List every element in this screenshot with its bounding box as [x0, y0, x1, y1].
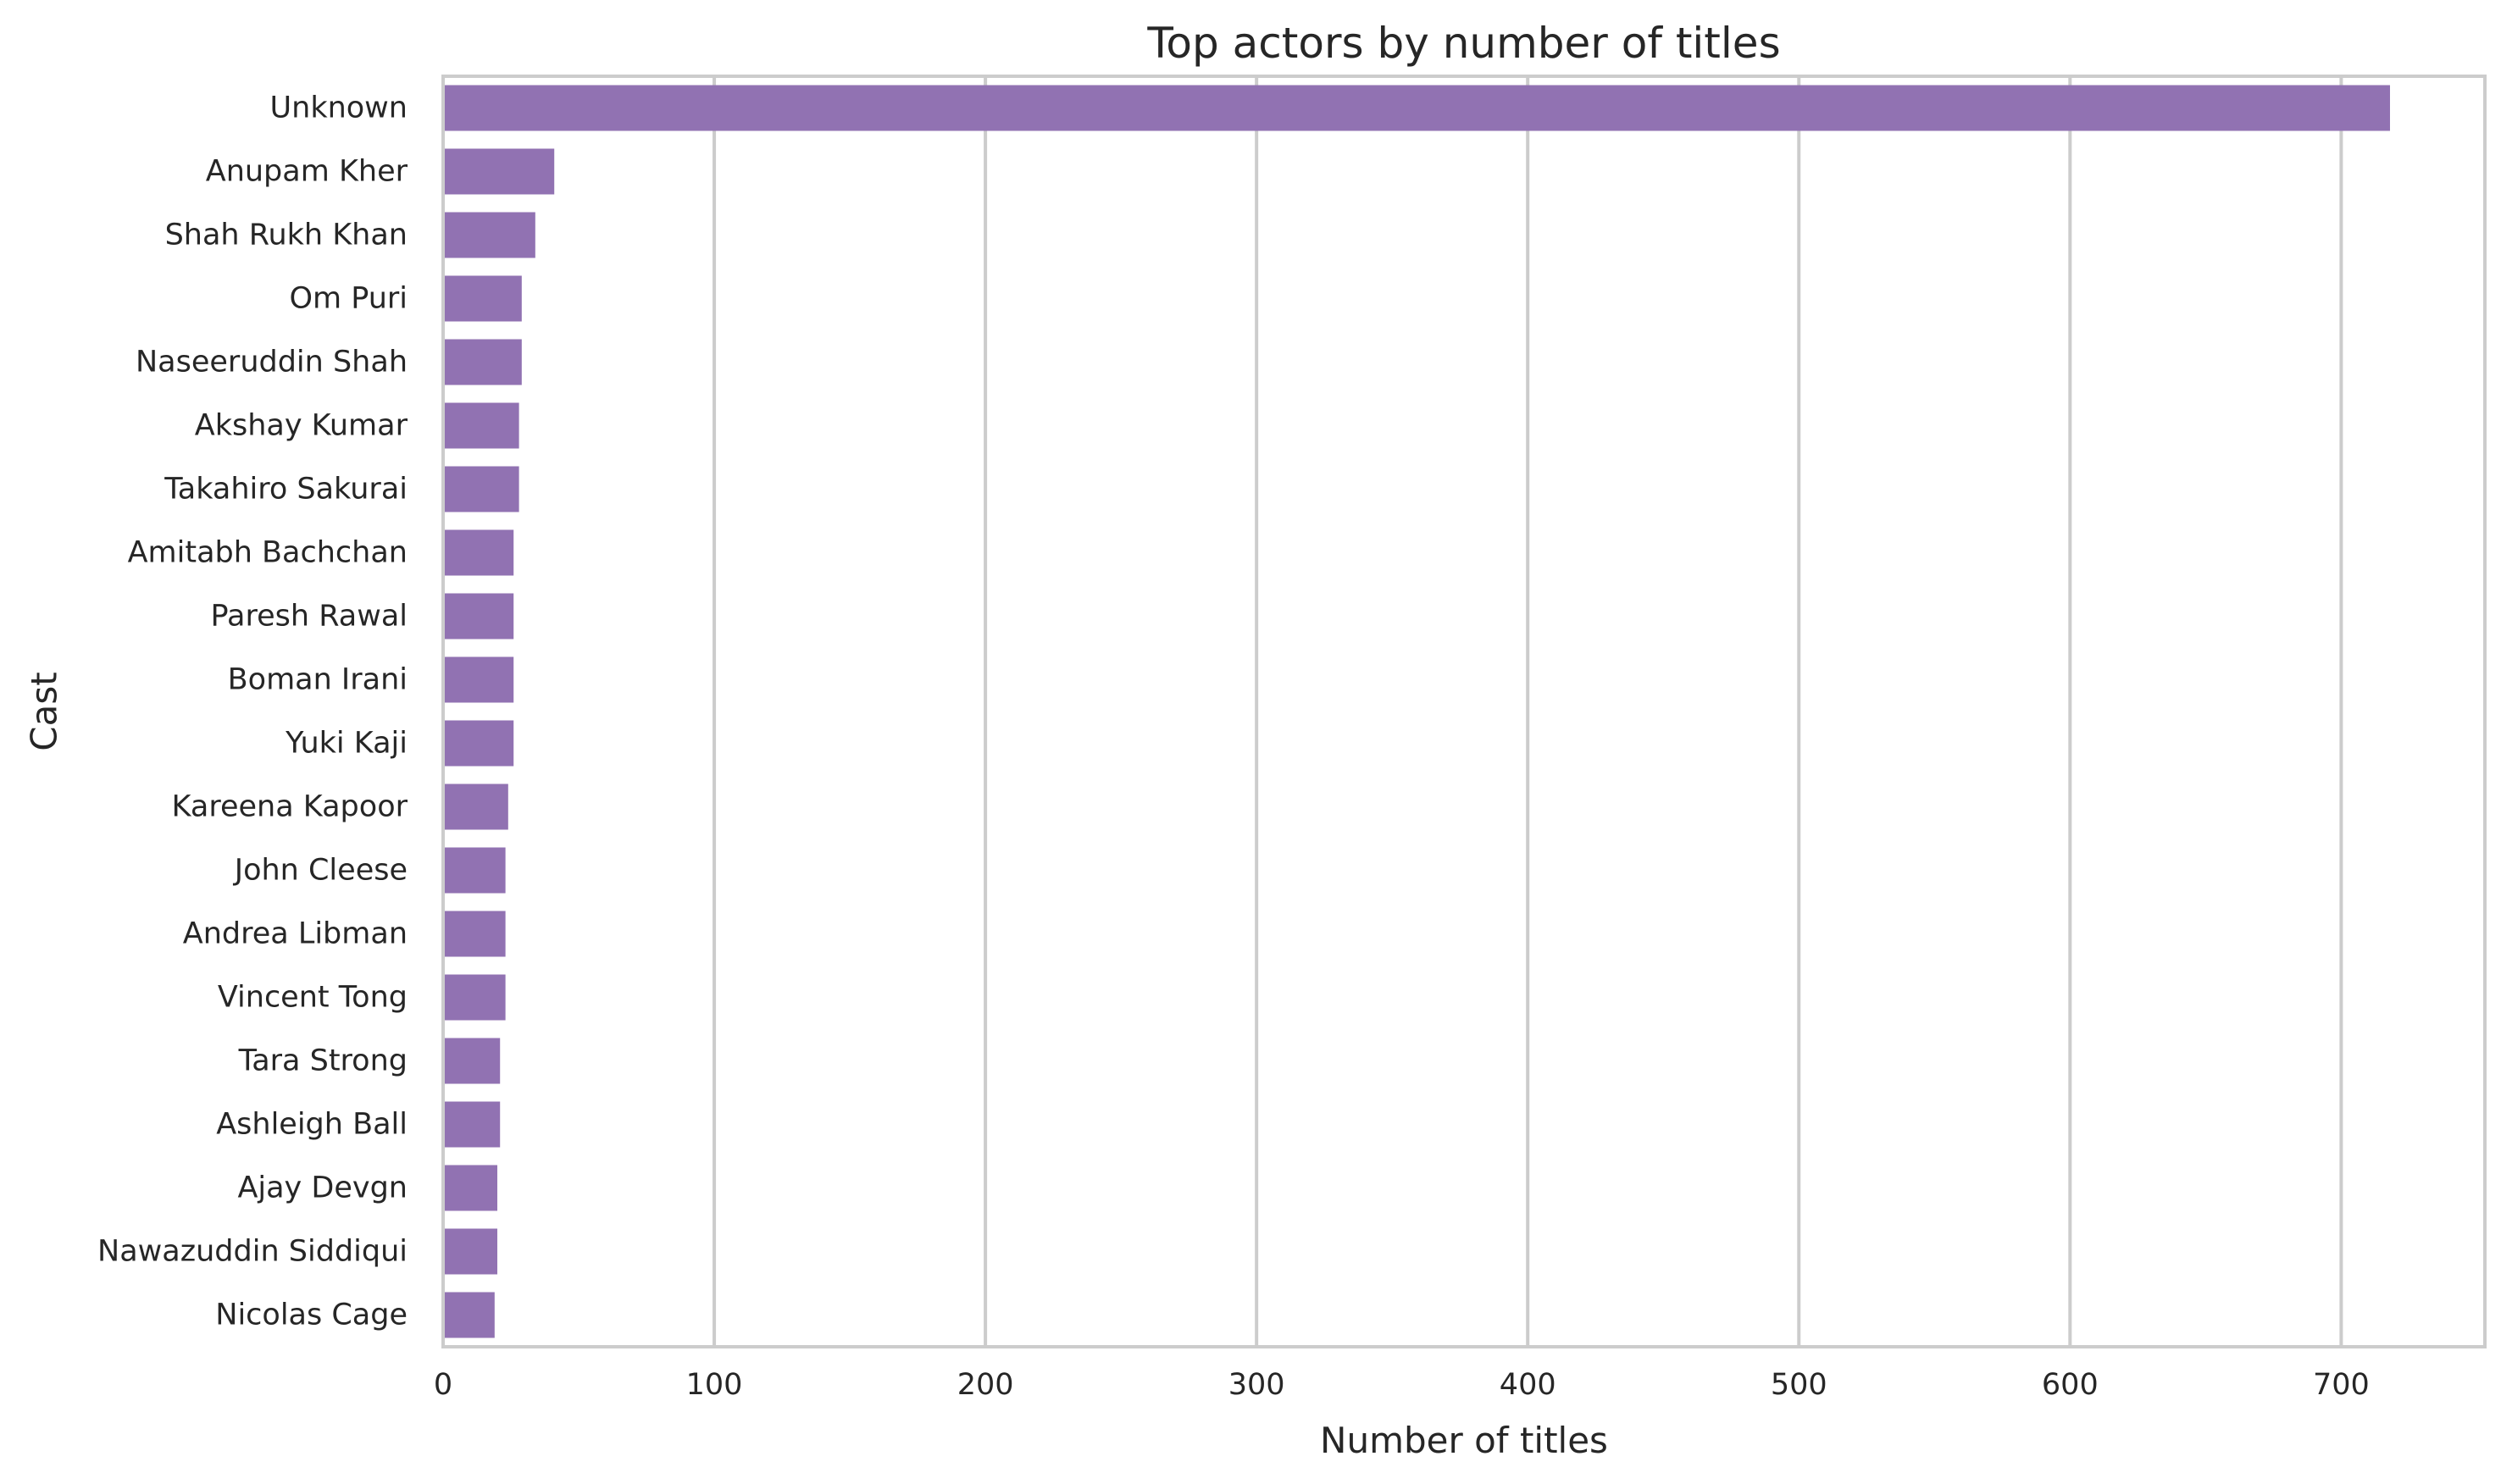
- x-tick-label-5: 500: [1771, 1368, 1827, 1402]
- bar-9: [443, 656, 514, 703]
- bar-8: [443, 593, 514, 640]
- x-tick-label-1: 100: [686, 1368, 743, 1402]
- bar-10: [443, 720, 514, 767]
- x-axis-label: Number of titles: [1320, 1420, 1608, 1461]
- bar-1: [443, 148, 555, 195]
- bar-13: [443, 911, 506, 957]
- x-tick-label-2: 200: [957, 1368, 1014, 1402]
- plot-frame: [441, 75, 2487, 1348]
- y-tick-label-10: Yuki Kaji: [285, 727, 408, 761]
- y-tick-labels: Unknown Anupam Kher Shah Rukh Khan Om Puri N…: [97, 91, 408, 1332]
- y-tick-label-3: Om Puri: [289, 282, 408, 316]
- chart-title: Top actors by number of titles: [1146, 19, 1780, 68]
- x-tick-label-6: 600: [2042, 1368, 2099, 1402]
- y-tick-label-12: John Cleese: [233, 854, 408, 888]
- y-tick-label-17: Ajay Devgn: [237, 1171, 408, 1205]
- bar-5: [443, 402, 519, 449]
- x-tick-label-4: 400: [1500, 1368, 1556, 1402]
- y-tick-label-11: Kareena Kapoor: [172, 790, 408, 824]
- y-axis-label: Cast: [24, 672, 65, 750]
- bar-15: [443, 1038, 501, 1084]
- bar-0: [443, 85, 2390, 131]
- y-tick-label-1: Anupam Kher: [206, 155, 408, 189]
- bar-6: [443, 466, 519, 512]
- y-tick-label-4: Naseeruddin Shah: [136, 346, 408, 379]
- bar-11: [443, 784, 508, 830]
- y-tick-label-0: Unknown: [270, 91, 408, 125]
- y-tick-label-13: Andrea Libman: [183, 917, 408, 951]
- y-tick-label-5: Akshay Kumar: [195, 409, 408, 443]
- y-tick-label-9: Boman Irani: [228, 663, 408, 697]
- x-tick-label-7: 700: [2313, 1368, 2370, 1402]
- bars: [443, 85, 2390, 1338]
- y-tick-label-6: Takahiro Sakurai: [164, 473, 408, 507]
- x-tick-label-3: 300: [1228, 1368, 1285, 1402]
- y-tick-label-8: Paresh Rawal: [211, 600, 408, 634]
- bar-16: [443, 1101, 501, 1148]
- bar-18: [443, 1228, 498, 1275]
- bar-2: [443, 212, 535, 258]
- bar-12: [443, 847, 506, 894]
- bar-7: [443, 529, 514, 576]
- bar-17: [443, 1165, 498, 1211]
- bar-19: [443, 1292, 495, 1338]
- y-tick-label-15: Tara Strong: [238, 1044, 408, 1078]
- y-tick-label-18: Nawazuddin Siddiqui: [97, 1235, 408, 1269]
- x-tick-labels: 0 100 200 300 400 500 600 700: [434, 1368, 2370, 1402]
- y-tick-label-14: Vincent Tong: [218, 981, 408, 1015]
- y-tick-label-7: Amitabh Bachchan: [128, 536, 408, 570]
- x-tick-label-0: 0: [434, 1368, 452, 1402]
- grid-lines: [441, 76, 2343, 1347]
- y-tick-label-16: Ashleigh Ball: [216, 1108, 408, 1142]
- bar-3: [443, 275, 522, 322]
- bar-4: [443, 339, 522, 385]
- bar-14: [443, 974, 506, 1021]
- y-tick-label-2: Shah Rukh Khan: [165, 219, 408, 252]
- y-tick-label-19: Nicolas Cage: [215, 1298, 408, 1332]
